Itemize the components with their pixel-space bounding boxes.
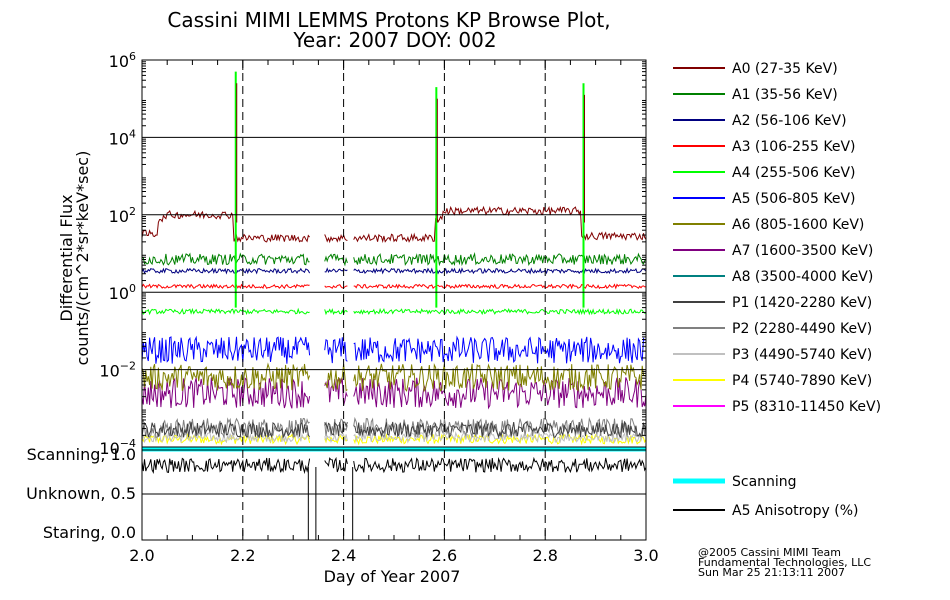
- series-line-a4: [141, 307, 646, 316]
- y-axis-label: Differential Flux counts/(cm^2*sr*keV*se…: [57, 151, 92, 366]
- y-tick-label: 10−4: [99, 437, 136, 458]
- series-line-p2: [141, 416, 647, 439]
- legend-label-p5: P5 (8310-11450 KeV): [732, 399, 881, 415]
- y-tick-label: 100: [109, 282, 136, 303]
- x-tick-label: 3.0: [633, 546, 658, 565]
- legend-label-a7: A7 (1600-3500 KeV): [732, 243, 873, 259]
- x-tick-label: 2.2: [230, 546, 255, 565]
- series-line-p3: [141, 431, 647, 444]
- lower-panel-labels: Scanning, 1.0 Unknown, 0.5 Staring, 0.0: [26, 445, 136, 542]
- legend-label-p1: P1 (1420-2280 KeV): [732, 295, 872, 311]
- legend-label-p2: P2 (2280-4490 KeV): [732, 321, 872, 337]
- series-line-a6: [141, 362, 647, 393]
- y-tick-labels: 106 104 102 100 10−2 10−4: [99, 50, 136, 458]
- scanning-level-label: Scanning, 1.0: [27, 445, 136, 464]
- legend-label-p3: P3 (4490-5740 KeV): [732, 347, 872, 363]
- x-tick-label: 2.4: [331, 546, 356, 565]
- y-tick-label: 102: [109, 205, 136, 226]
- credit-line-2: Fundamental Technologies, LLC: [698, 556, 871, 569]
- y-tick-label: 104: [109, 127, 136, 148]
- legend-label-a5: A5 (506-805 KeV): [732, 191, 855, 207]
- legend-label-p4: P4 (5740-7890 KeV): [732, 373, 872, 389]
- chart-subtitle: Year: 2007 DOY: 002: [292, 28, 496, 52]
- legend-label-anisotropy: A5 Anisotropy (%): [732, 503, 859, 519]
- series-line-a0: [141, 205, 647, 244]
- credits: @2005 Cassini MIMI Team Fundamental Tech…: [698, 546, 871, 579]
- legend-label-a0: A0 (27-35 KeV): [732, 61, 838, 77]
- x-tick-labels: 2.0 2.2 2.4 2.6 2.8 3.0: [129, 546, 658, 565]
- series-line-a1: [142, 251, 647, 267]
- y-axis-label-line2: counts/(cm^2*sr*keV*sec): [73, 151, 92, 366]
- legend-label-a4: A4 (255-506 KeV): [732, 165, 855, 181]
- y-axis-label-line1: Differential Flux: [57, 194, 76, 321]
- series-layer: [141, 71, 647, 540]
- grid-layer: [141, 59, 647, 541]
- legend-label-scanning: Scanning: [732, 474, 797, 490]
- legend-label-a3: A3 (106-255 KeV): [732, 139, 855, 155]
- anisotropy-series-line: [141, 456, 647, 475]
- series-line-p1: [141, 420, 647, 439]
- y-tick-label: 10−2: [99, 360, 136, 381]
- legend-label-a6: A6 (805-1600 KeV): [732, 217, 864, 233]
- credit-line-3: Sun Mar 25 21:13:11 2007: [698, 566, 845, 579]
- series-line-a3: [141, 283, 647, 290]
- x-axis-label: Day of Year 2007: [324, 567, 461, 586]
- series-line-a5: [141, 335, 647, 364]
- unknown-level-label: Unknown, 0.5: [26, 484, 136, 503]
- chart-title: Cassini MIMI LEMMS Protons KP Browse Plo…: [167, 8, 610, 32]
- legend-label-a2: A2 (56-106 KeV): [732, 113, 847, 129]
- y-tick-label: 106: [109, 50, 136, 71]
- x-tick-label: 2.0: [129, 546, 154, 565]
- lower-legend: Scanning A5 Anisotropy (%): [673, 474, 859, 519]
- legend: A0 (27-35 KeV) A1 (35-56 KeV) A2 (56-106 K…: [673, 61, 881, 415]
- legend-label-a1: A1 (35-56 KeV): [732, 87, 838, 103]
- legend-label-a8: A8 (3500-4000 KeV): [732, 269, 873, 285]
- x-tick-label: 2.8: [532, 546, 557, 565]
- series-line-a2: [141, 267, 647, 275]
- staring-level-label: Staring, 0.0: [43, 523, 136, 542]
- plot-frame: [141, 59, 647, 541]
- x-tick-label: 2.6: [432, 546, 457, 565]
- credit-line-1: @2005 Cassini MIMI Team: [698, 546, 841, 559]
